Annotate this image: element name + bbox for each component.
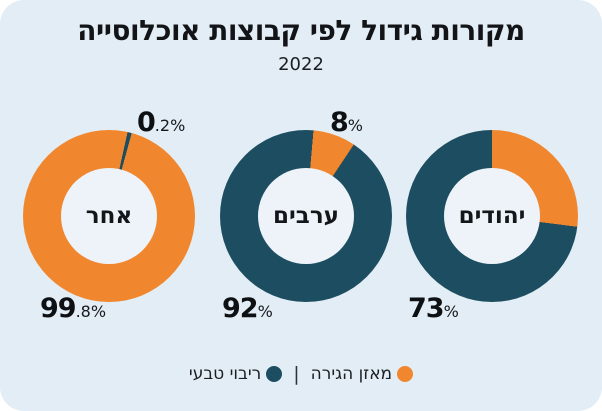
value-label-jews-natural: 73%: [408, 293, 459, 324]
legend-swatch-migration-icon: [397, 366, 414, 382]
donut-center-label-other: אחר: [85, 203, 133, 229]
donut-center-label-jews: יהודים: [458, 203, 526, 229]
value-label-other-migration: 0.2%: [137, 107, 186, 138]
legend-label-migration: מאזן הגירה: [310, 364, 393, 384]
donut-hole: ערבים: [258, 168, 354, 264]
value-label-arabs-migration: 8%: [330, 107, 363, 138]
donut-hole: יהודים: [444, 168, 540, 264]
chart-subtitle: 2022: [278, 54, 324, 75]
legend-separator: |: [293, 363, 300, 385]
donut-chart-other: אחר 0.2% 99.8%: [23, 109, 195, 322]
chart-title: מקורות גידול לפי קבוצות אוכלוסייה: [77, 14, 525, 47]
donut-hole: אחר: [61, 168, 157, 264]
donut-chart-jews: יהודים 73%: [406, 130, 578, 322]
donut-center-label-arabs: ערבים: [273, 203, 339, 229]
legend-item-migration-balance: מאזן הגירה: [310, 364, 414, 384]
donut-chart-arabs: ערבים 8% 92%: [220, 109, 392, 322]
legend-item-natural-increase: ריבוי טבעי: [188, 364, 283, 384]
legend-swatch-natural-icon: [266, 366, 283, 382]
value-label-arabs-natural: 92%: [222, 293, 273, 324]
legend: מאזן הגירה | ריבוי טבעי: [0, 363, 602, 385]
legend-label-natural: ריבוי טבעי: [188, 364, 262, 384]
value-label-other-natural: 99.8%: [40, 293, 107, 324]
